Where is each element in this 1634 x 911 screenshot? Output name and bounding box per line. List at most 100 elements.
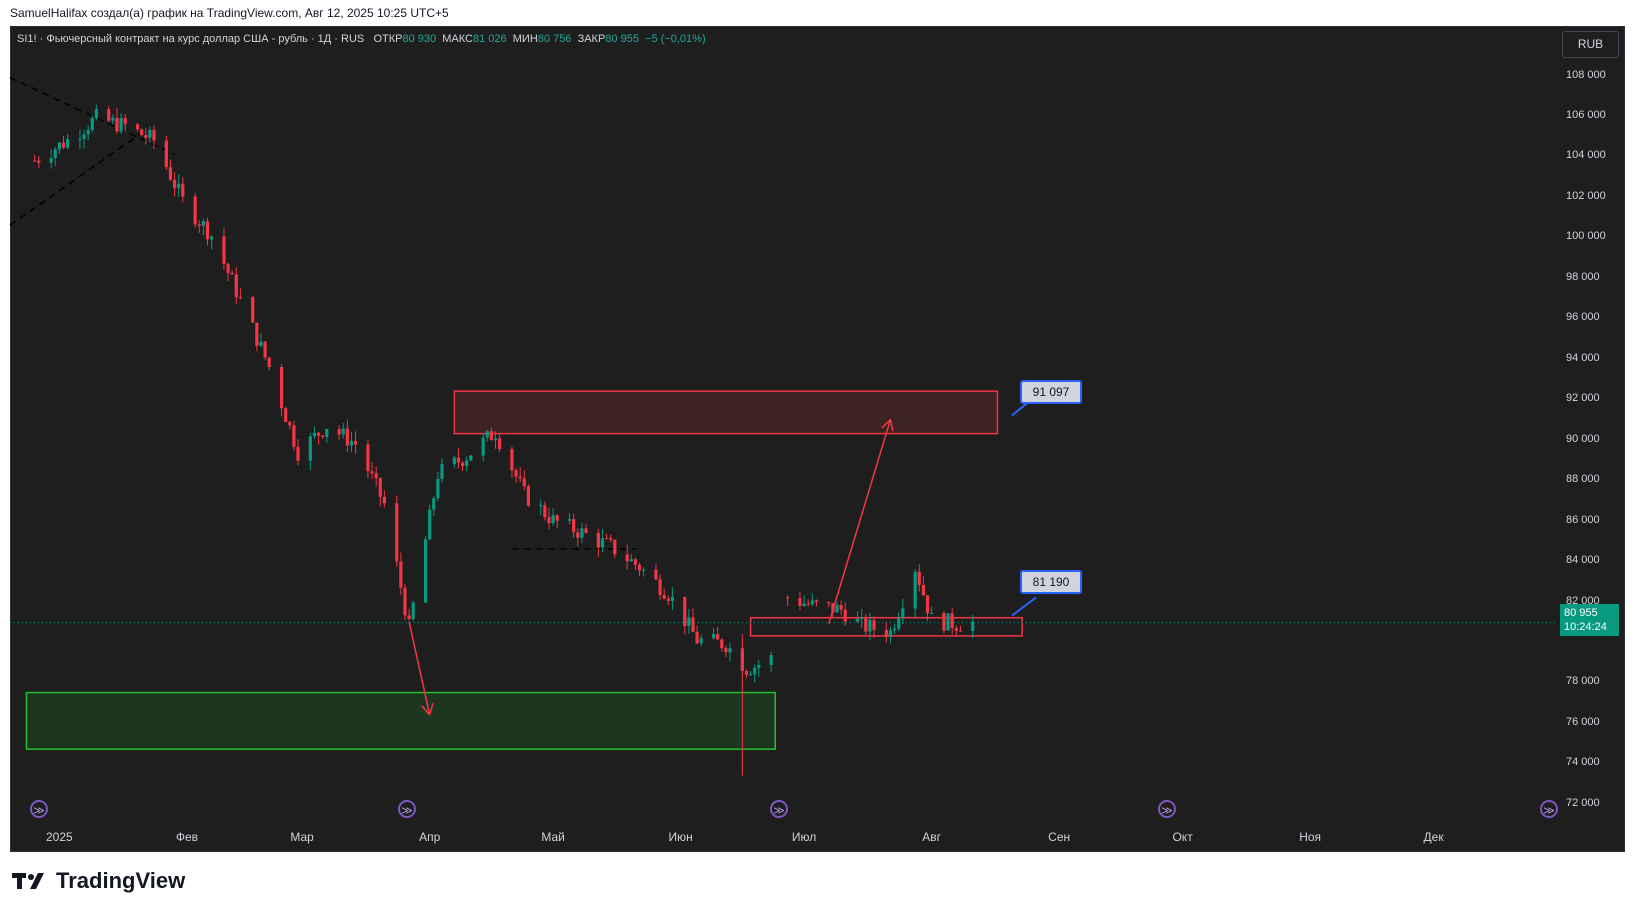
candle-body [370, 471, 374, 474]
candle-body [510, 449, 514, 471]
y-tick-label: 90 000 [1566, 432, 1600, 445]
candle-body [49, 158, 53, 163]
candle-body [78, 138, 82, 140]
candle-body [888, 630, 893, 638]
open-label: ОТКР [373, 33, 403, 45]
candle-body [123, 117, 127, 125]
candle-body [325, 429, 329, 437]
forecast-arrow-head [881, 418, 891, 429]
candle-body [378, 478, 382, 497]
candle-body [728, 648, 732, 653]
candle-body [810, 600, 814, 605]
candle-body [625, 554, 629, 562]
brand-name: TradingView [56, 868, 186, 893]
candle-body [567, 519, 572, 521]
y-tick-label: 108 000 [1566, 68, 1606, 81]
candle-body [312, 432, 317, 437]
candle-body [691, 617, 695, 633]
candle-body [168, 167, 173, 180]
candle-body [292, 425, 296, 447]
candle-body [917, 571, 921, 586]
candle-body [654, 569, 658, 580]
y-tick-label: 106 000 [1566, 109, 1606, 121]
candle-body [337, 429, 341, 435]
open-value: 80 930 [402, 33, 437, 45]
forecast-arrow [408, 621, 431, 715]
price-callout-low[interactable]: 81 190 [1020, 570, 1082, 594]
candle-body [498, 438, 502, 450]
candle-body [366, 444, 370, 472]
candle-body [345, 428, 349, 446]
candle-body [119, 117, 123, 132]
candle-body [683, 596, 687, 627]
candle-body [428, 509, 432, 540]
candle-body [954, 628, 958, 631]
candle-body [407, 615, 411, 619]
candle-body [279, 367, 284, 409]
candle-body [53, 149, 57, 159]
candle-body [901, 608, 905, 618]
y-tick-label: 104 000 [1566, 149, 1606, 162]
candle-body [633, 559, 637, 565]
event-marker-icon[interactable]: ≫ [1540, 800, 1558, 818]
candle-body [868, 620, 872, 632]
candle-body [481, 437, 485, 456]
y-tick-label: 88 000 [1566, 473, 1600, 486]
price-callout-high[interactable]: 91 097 [1020, 380, 1082, 404]
candle-body [860, 617, 864, 619]
candle-body [843, 609, 847, 622]
candle-body [222, 236, 226, 264]
candle-body [666, 598, 670, 601]
candle-body [193, 196, 197, 225]
x-tick-label: Сен [1048, 830, 1071, 844]
candle-body [522, 478, 526, 487]
candle-body [946, 613, 950, 631]
currency-button[interactable]: RUB [1562, 31, 1619, 58]
x-tick-label: Апр [419, 830, 441, 844]
y-tick-label: 78 000 [1566, 675, 1600, 688]
candle-body [699, 638, 703, 644]
event-marker-icon[interactable]: ≫ [398, 800, 416, 818]
candle-body [263, 341, 267, 358]
event-marker-icon[interactable]: ≫ [1158, 800, 1176, 818]
candle-body [555, 515, 559, 521]
tradingview-logo[interactable]: TradingView [12, 868, 185, 894]
event-marker-icon[interactable]: ≫ [770, 800, 788, 818]
candle-body [321, 435, 325, 437]
forecast-arrow-head [421, 705, 431, 716]
candle-body [580, 528, 584, 538]
candle-body [584, 528, 588, 533]
candle-body [111, 117, 115, 121]
candle-body [720, 639, 724, 649]
candle-body [489, 431, 493, 441]
candle-body [662, 595, 666, 599]
candle-body [135, 124, 140, 130]
change-value: −5 (−0,01%) [645, 33, 706, 45]
tradingview-logo-icon [12, 873, 44, 889]
event-marker-icon[interactable]: ≫ [30, 800, 48, 818]
candle-body [210, 236, 214, 240]
candle-body [539, 505, 543, 507]
y-tick-label: 102 000 [1566, 189, 1606, 202]
candle-body [382, 496, 387, 504]
candle-body [576, 532, 580, 538]
candle-body [226, 263, 230, 273]
countdown-timer: 10:24:24 [1564, 621, 1607, 633]
candle-body [600, 538, 605, 548]
candle-body [839, 604, 843, 610]
candle-body [456, 457, 461, 463]
candle-body [144, 135, 148, 138]
low-value: 80 756 [537, 33, 572, 45]
candle-body [921, 585, 925, 596]
candle-body [925, 595, 930, 614]
candle-body [460, 462, 465, 467]
candle-body [82, 134, 86, 139]
candle-body [255, 322, 259, 346]
candle-body [201, 221, 205, 226]
candle-body [465, 460, 469, 467]
symbol-title: SI1! · Фьючерсный контракт на курс долла… [17, 33, 365, 45]
candle-body [61, 142, 66, 148]
candle-body [411, 602, 415, 619]
candle-body [711, 634, 716, 639]
